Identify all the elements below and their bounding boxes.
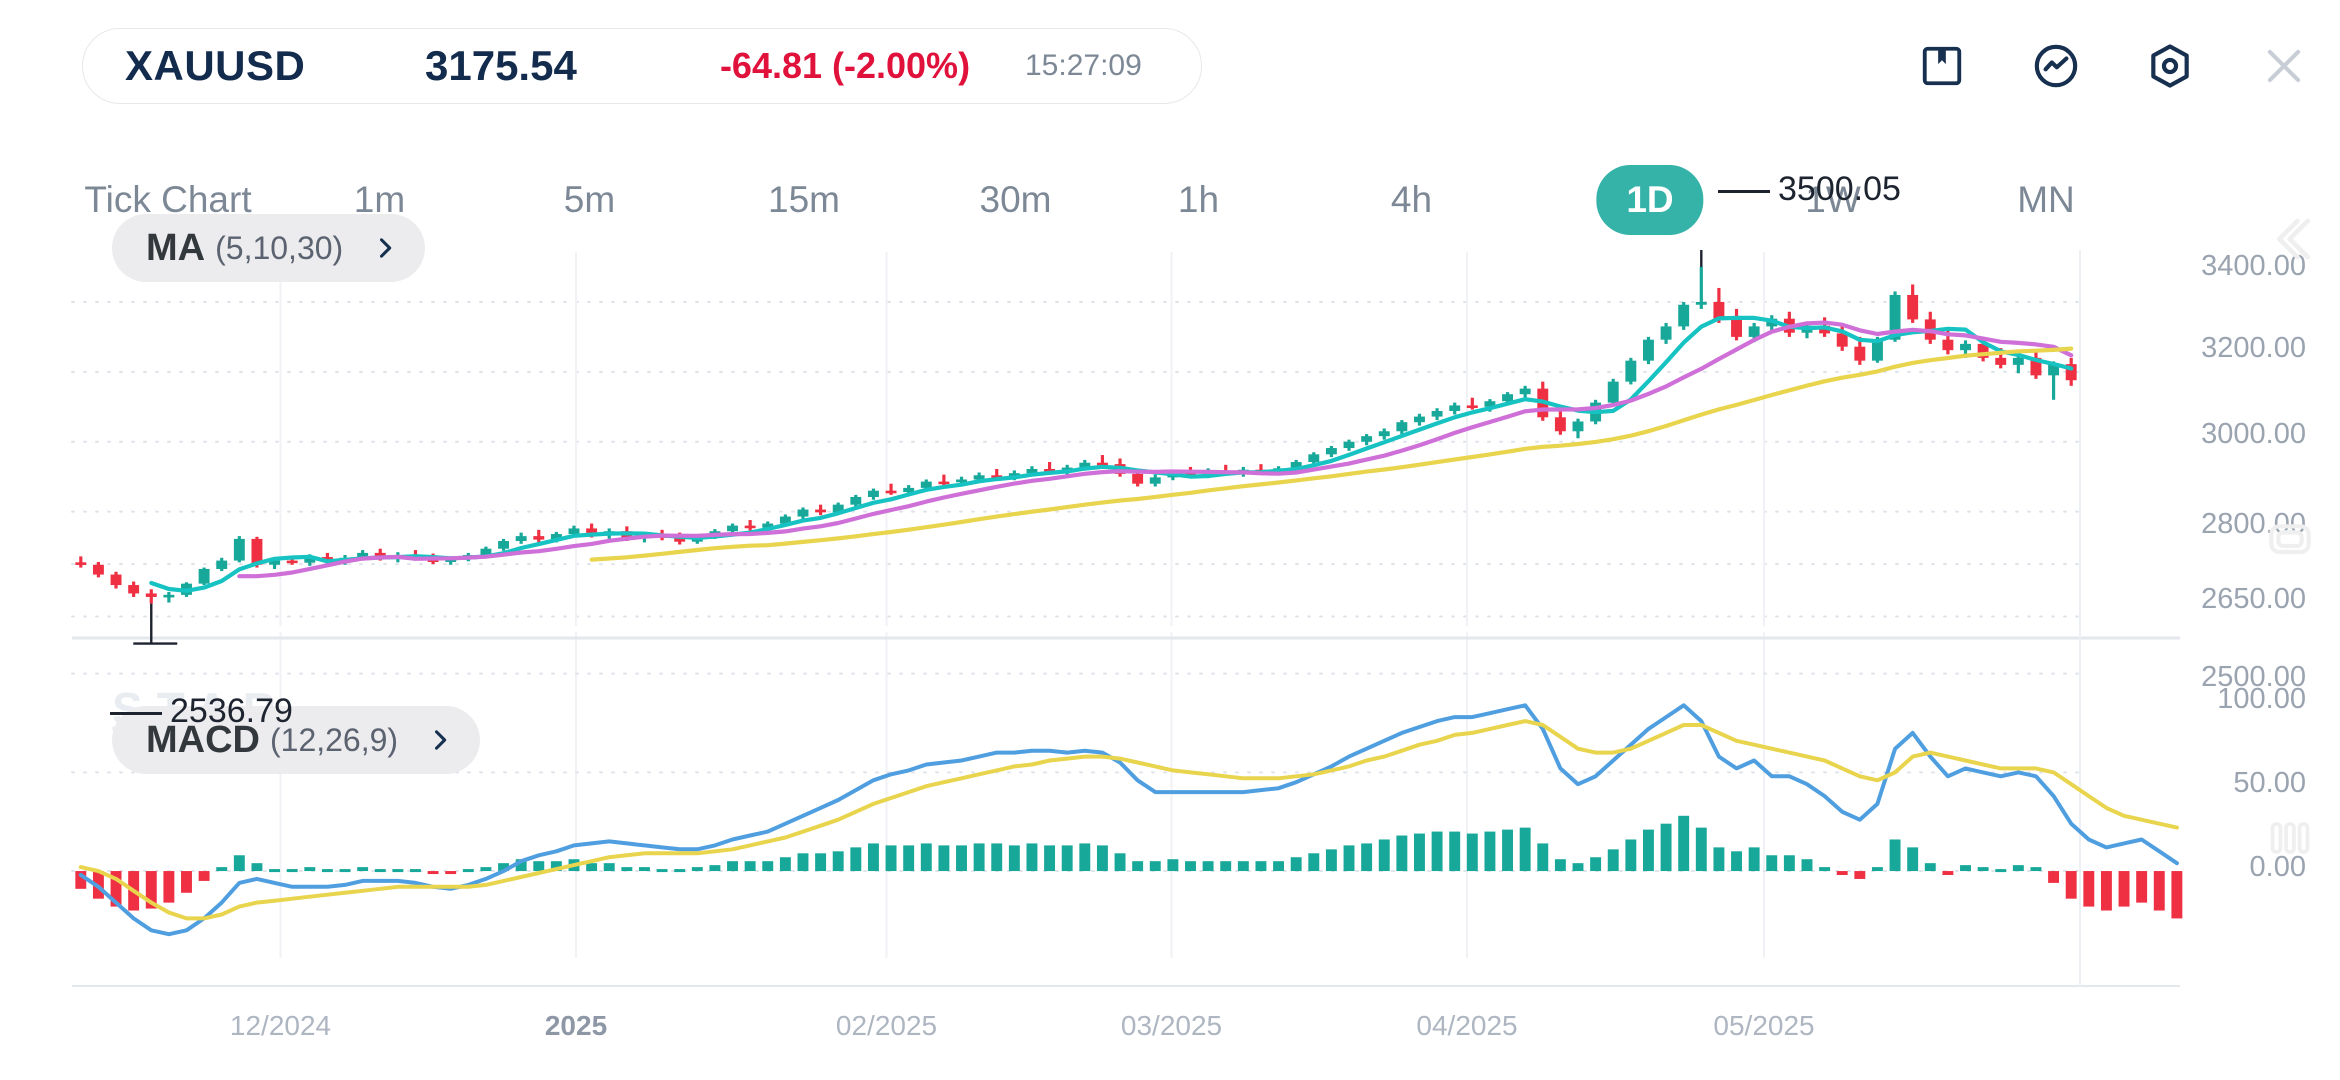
close-icon[interactable]	[2258, 40, 2310, 92]
price-axis-label: 3400.00	[2201, 249, 2306, 282]
ma-30-line	[589, 346, 2074, 562]
macd-histogram	[75, 815, 2183, 919]
price-axis-label: 3200.00	[2201, 332, 2306, 364]
double-chevron-left-icon[interactable]	[2260, 208, 2322, 275]
price-change: -64.81 (-2.00%)	[719, 45, 971, 86]
timeframe-tab-1d[interactable]: 1D	[1596, 165, 1704, 235]
timeframe-tab-4h[interactable]: 4h	[1390, 179, 1433, 220]
ma-indicator-name: MA	[146, 226, 206, 269]
chevron-right-icon[interactable]	[426, 726, 454, 754]
price-axis-label: 3000.00	[2201, 417, 2306, 450]
macd-indicator-name: MACD	[146, 718, 260, 761]
quote-pill[interactable]: XAUUSD 3175.54 -64.81 (-2.00%) 15:27:09	[82, 28, 1202, 104]
timeframe-tabs: Tick Chart 1m 5m 15m 30m 1h 4h 1D 1W MN	[0, 150, 2340, 250]
ma-5-line	[149, 315, 2074, 593]
price-axis-label: 2500.00	[2201, 660, 2306, 693]
macd-indicator-badge[interactable]: MACD (12,26,9)	[112, 706, 481, 774]
timeframe-tab-1w[interactable]: 1W	[1805, 179, 1861, 220]
macd-axis-label: 0.00	[2249, 851, 2306, 883]
high-price-annotation: 3500.05	[1718, 170, 1901, 209]
date-axis-label: 03/2025	[1120, 1010, 1223, 1041]
ma-indicator-badge[interactable]: MA (5,10,30)	[112, 214, 426, 282]
bars-icon[interactable]	[2262, 810, 2318, 871]
price-axis-label: 2650.00	[2201, 582, 2306, 615]
symbol-label: XAUUSD	[125, 42, 306, 89]
ma-indicator-params: (5,10,30)	[215, 229, 344, 266]
timeframe-tab-1h[interactable]: 1h	[1177, 179, 1220, 220]
bookmark-icon[interactable]	[1916, 40, 1968, 92]
timeframe-tab-mn[interactable]: MN	[2017, 179, 2075, 220]
chevron-right-icon[interactable]	[371, 234, 399, 262]
price-and-macd-canvas[interactable]	[0, 250, 2340, 1080]
macd-axis-label: 100.00	[2217, 683, 2306, 715]
header: XAUUSD 3175.54 -64.81 (-2.00%) 15:27:09	[0, 0, 2340, 150]
hexagon-settings-icon[interactable]	[2144, 40, 2196, 92]
date-axis-label: 04/2025	[1416, 1010, 1518, 1041]
last-price: 3175.54	[425, 42, 577, 89]
timeframe-tab-15m[interactable]: 15m	[768, 179, 840, 220]
timeframe-tab-30m[interactable]: 30m	[979, 179, 1052, 220]
header-icon-group	[1916, 28, 2310, 104]
chart-area[interactable]: STAR TRADER MA (5,10,30) MACD (12,26,9)	[0, 170, 2340, 1080]
timeframe-tab-1m[interactable]: 1m	[353, 179, 406, 220]
dea-line	[78, 719, 2179, 921]
date-axis-label: 05/2025	[1713, 1010, 1815, 1041]
quote-time: 15:27:09	[1025, 49, 1142, 82]
ma-10-line	[237, 320, 2074, 579]
low-price-annotation: 2536.79	[110, 692, 293, 731]
date-axis-label: 02/2025	[835, 1010, 938, 1041]
timeframe-tab-5m[interactable]: 5m	[563, 179, 616, 220]
macd-axis-label: 50.00	[2233, 767, 2306, 799]
candlestick-series	[75, 266, 2077, 604]
date-axis-label: 2025	[544, 1010, 608, 1041]
chart-circle-icon[interactable]	[2030, 40, 2082, 92]
timeframe-tab-tick-chart[interactable]: Tick Chart	[84, 179, 252, 220]
rounded-rect-icon[interactable]	[2262, 510, 2318, 571]
date-axis-label: 12/2024	[229, 1010, 332, 1041]
macd-indicator-params: (12,26,9)	[269, 721, 399, 758]
